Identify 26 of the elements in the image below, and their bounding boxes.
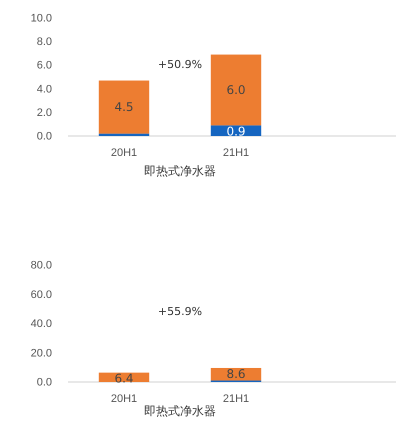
x-tick-label: 21H1 [222, 146, 250, 159]
x-axis-title: 即热式净水器 [144, 164, 216, 178]
bar [210, 54, 262, 126]
data-label: 6.4 [114, 372, 134, 386]
data-label: 8.6 [226, 367, 246, 382]
y-tick-label: 0.0 [36, 130, 52, 143]
y-tick-label: 40.0 [30, 318, 52, 330]
data-label: 0.9 [226, 124, 246, 138]
y-tick-label: 8.0 [36, 36, 52, 48]
y-tick-label: 6.0 [36, 60, 52, 72]
x-tick-label: 20H1 [110, 146, 138, 159]
data-label: 6.0 [226, 82, 246, 97]
x-tick-label: 20H1 [110, 392, 138, 405]
y-tick-label: 80.0 [30, 260, 52, 272]
y-tick-label: 10.0 [30, 12, 52, 25]
annotation: +55.9% [158, 305, 202, 318]
bar [98, 80, 150, 134]
y-tick-label: 2.0 [36, 106, 52, 119]
y-tick-label: 60.0 [30, 288, 52, 301]
data-label: 4.5 [114, 100, 134, 114]
y-tick-label: 0.0 [36, 376, 52, 389]
x-tick-label: 21H1 [222, 392, 250, 405]
y-tick-label: 20.0 [30, 347, 52, 360]
annotation: +50.9% [158, 58, 202, 71]
y-tick-label: 4.0 [36, 83, 52, 96]
x-axis-title: 即热式净水器 [144, 404, 216, 418]
